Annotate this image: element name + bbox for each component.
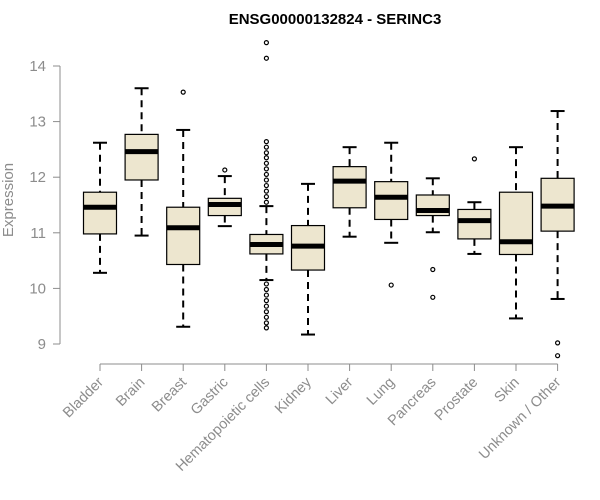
x-tick-label: Brain <box>113 375 148 410</box>
outlier-point <box>263 314 269 320</box>
outlier-point <box>263 281 269 287</box>
box-hematopoietic-cells <box>249 40 284 331</box>
box-bladder <box>82 141 118 274</box>
outlier-point <box>263 55 269 61</box>
outlier-point <box>263 182 269 189</box>
box-lung <box>374 141 409 288</box>
outlier-point <box>430 294 436 300</box>
y-tick-label: 10 <box>29 280 46 297</box>
outlier-point <box>263 160 269 166</box>
chart-title: ENSG00000132824 - SERINC3 <box>229 11 442 28</box>
outlier-point <box>430 266 436 273</box>
outlier-point <box>471 156 477 162</box>
outlier-point <box>263 292 269 298</box>
outlier-point <box>263 171 269 178</box>
boxes-layer <box>82 40 575 359</box>
box-liver <box>332 146 367 238</box>
outlier-point <box>263 166 269 172</box>
outlier-point <box>263 40 269 46</box>
box-prostate <box>457 156 492 255</box>
x-tick-label: Breast <box>149 375 190 416</box>
outlier-point <box>180 89 186 95</box>
outlier-point <box>263 325 269 331</box>
box-skin <box>498 146 534 320</box>
outlier-point <box>554 353 561 359</box>
outlier-point <box>222 167 228 173</box>
iqr-box <box>457 208 492 240</box>
y-tick-label: 12 <box>29 169 46 186</box>
y-axis-label: Expression <box>0 163 17 237</box>
box-kidney <box>290 182 326 336</box>
outlier-point <box>263 303 269 309</box>
outlier-point <box>263 177 269 183</box>
x-tick-label: Kidney <box>272 374 315 417</box>
y-tick-label: 11 <box>30 225 46 242</box>
iqr-box <box>207 197 242 217</box>
box-unknown-other <box>540 110 575 359</box>
box-breast <box>166 89 201 328</box>
outlier-point <box>263 155 269 161</box>
outlier-point <box>263 298 269 304</box>
x-tick-label: Liver <box>323 374 357 408</box>
box-gastric <box>207 167 242 228</box>
outlier-point <box>554 340 561 346</box>
x-tick-label: Skin <box>492 375 523 406</box>
outlier-point <box>263 139 269 145</box>
outlier-point <box>263 286 269 293</box>
iqr-box <box>82 191 118 235</box>
outlier-point <box>263 194 269 200</box>
iqr-box <box>166 206 201 266</box>
outlier-point <box>388 282 394 288</box>
y-tick-label: 13 <box>29 114 46 131</box>
iqr-box <box>374 181 409 221</box>
x-tick-label: Lung <box>364 375 398 409</box>
iqr-box <box>124 133 159 181</box>
x-tick-label: Prostate <box>432 375 481 424</box>
box-pancreas <box>415 177 450 300</box>
x-tick-label: Bladder <box>60 374 107 421</box>
outlier-point <box>263 320 269 326</box>
iqr-box <box>332 166 367 209</box>
y-tick-label: 14 <box>29 58 46 75</box>
box-brain <box>124 87 159 237</box>
y-axis: 9 10 11 12 13 14 <box>29 58 61 353</box>
outlier-point <box>263 144 269 150</box>
y-tick-label: 9 <box>38 336 46 353</box>
outlier-point <box>263 199 269 205</box>
outlier-point <box>263 188 269 194</box>
outlier-point <box>263 150 269 156</box>
iqr-box <box>498 191 534 256</box>
outlier-point <box>263 309 269 315</box>
